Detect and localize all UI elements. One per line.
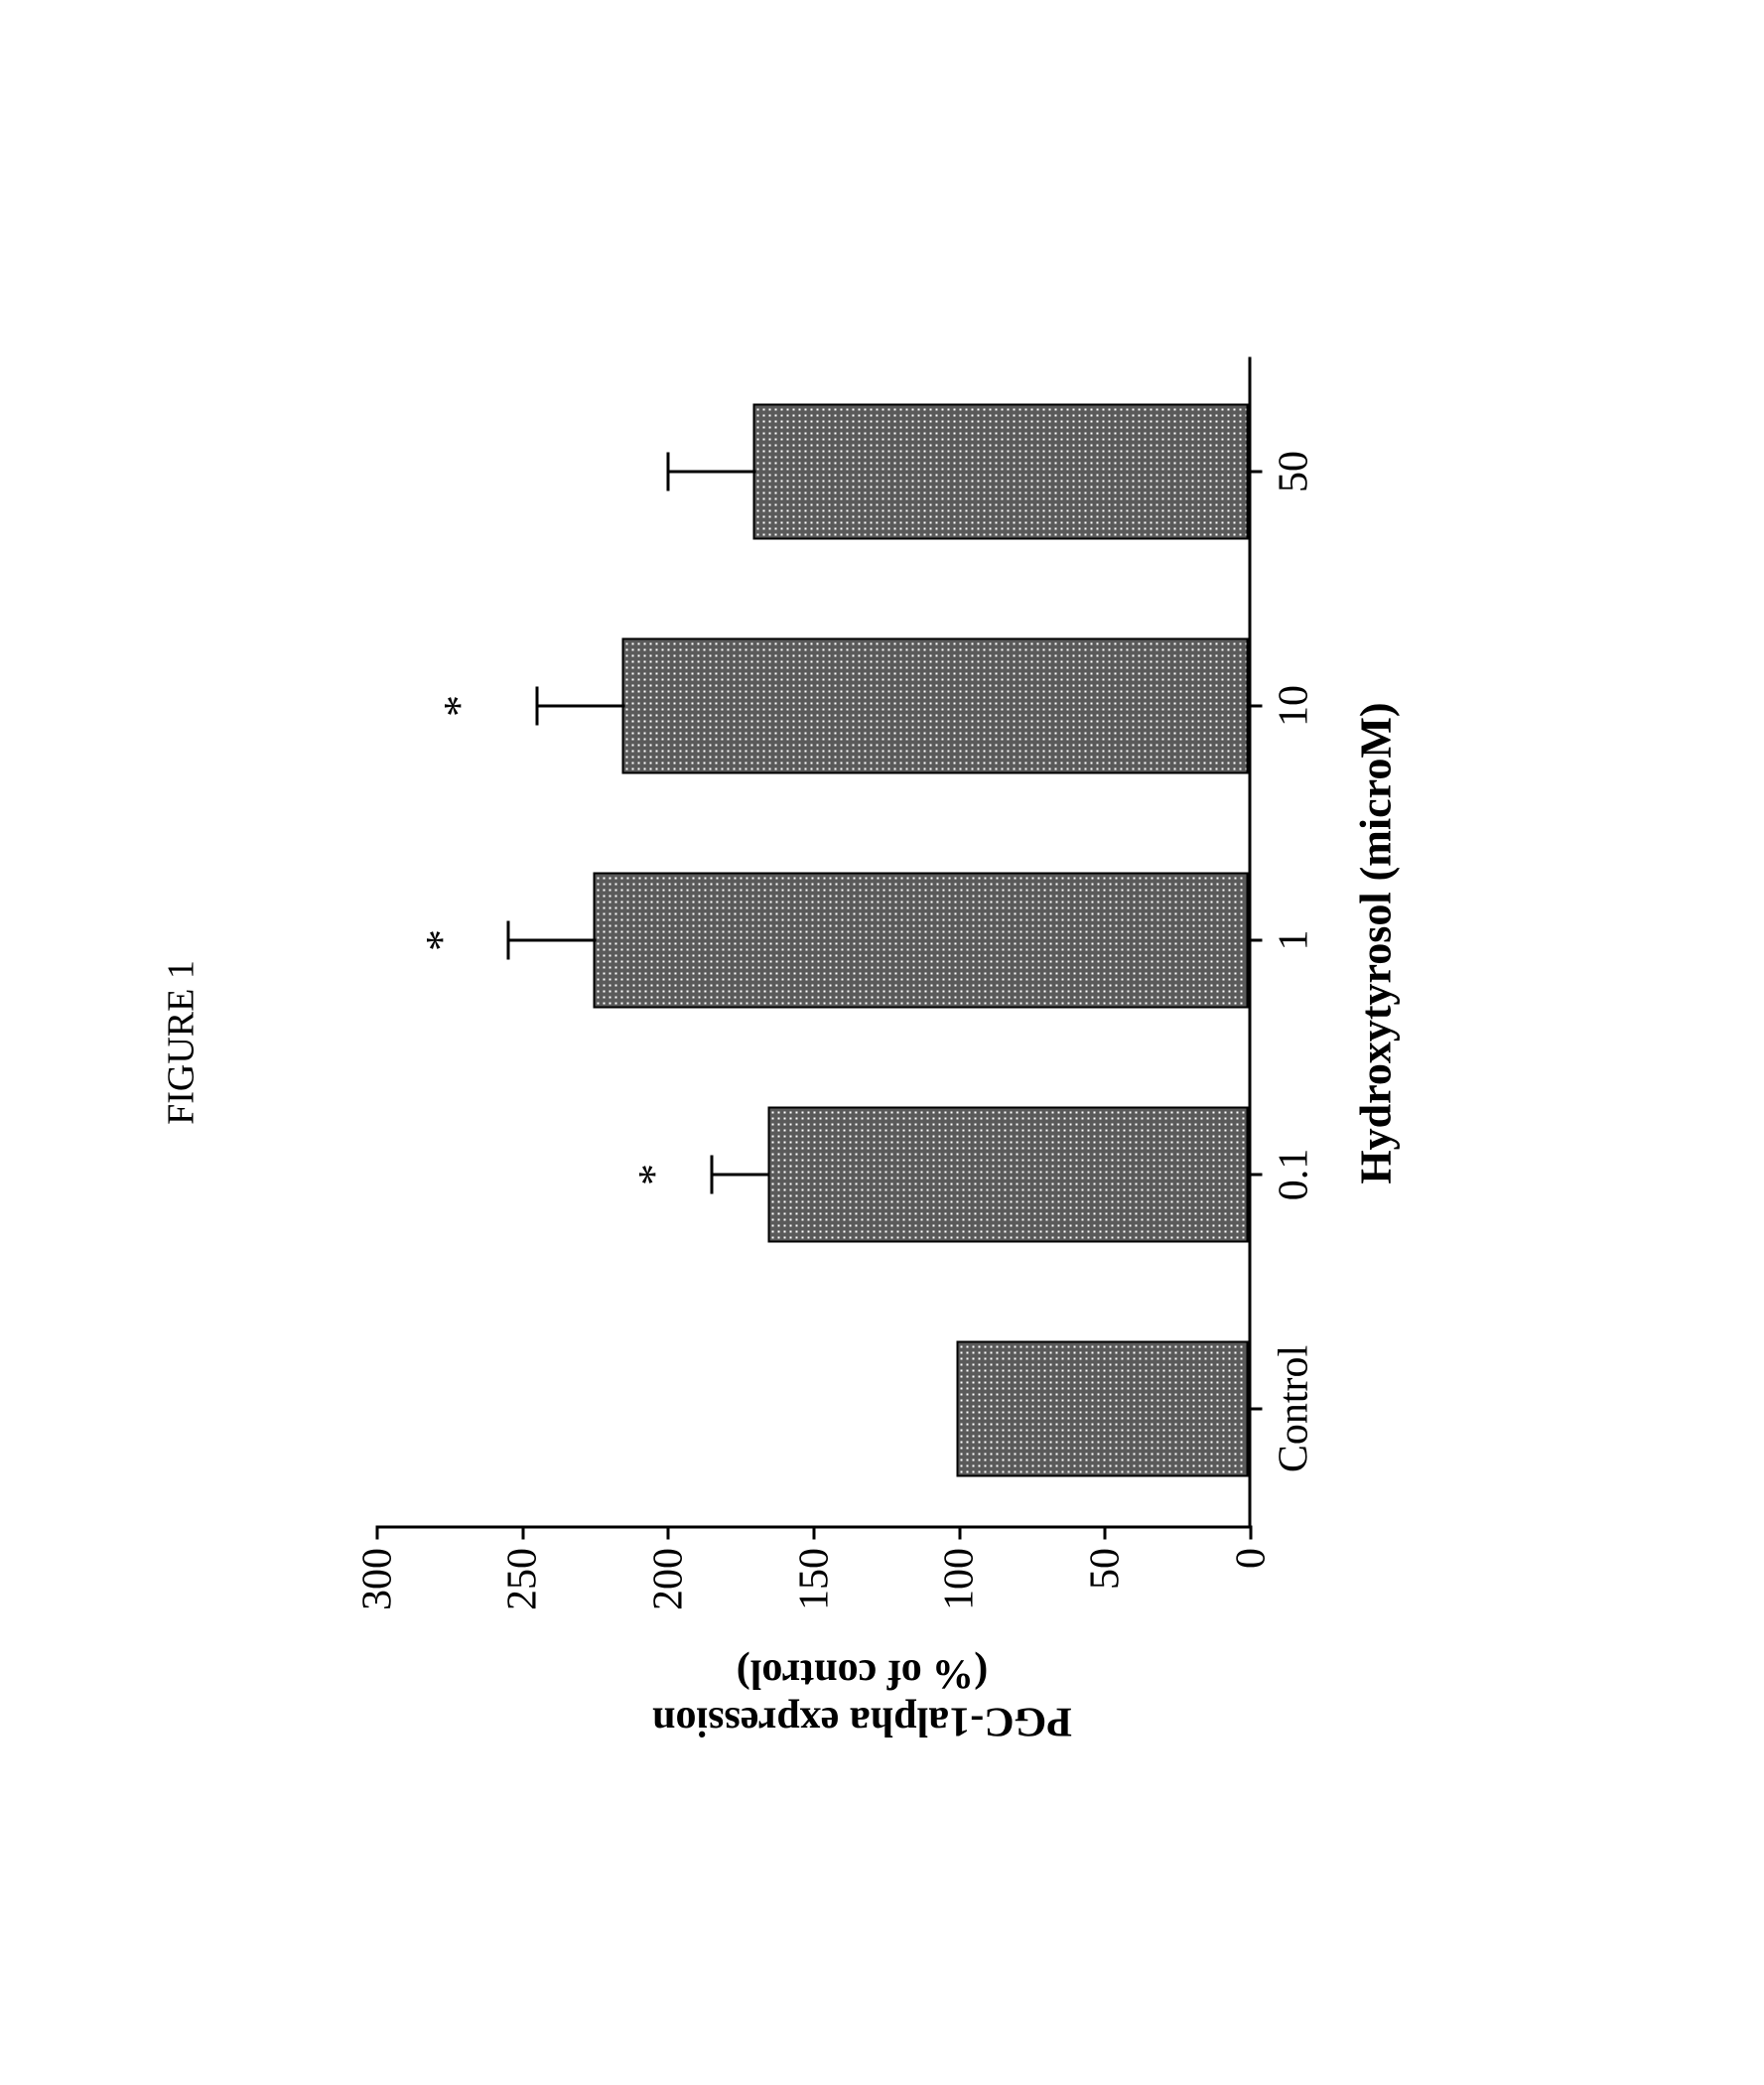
y-axis-label-line2: (% of control): [564, 1650, 1159, 1698]
x-tick-label: Control: [1270, 1345, 1317, 1472]
y-tick-label: 250: [499, 1548, 547, 1610]
y-tick-label: 100: [936, 1548, 984, 1610]
bar: [621, 638, 1248, 774]
y-tick: [1104, 1526, 1107, 1540]
figure-title: FIGURE 1: [159, 960, 203, 1125]
error-cap: [711, 1156, 714, 1193]
error-bar: [508, 939, 596, 942]
bar-fill: [754, 406, 1246, 538]
x-tick: [1248, 939, 1262, 942]
error-bar: [668, 471, 755, 474]
y-tick-label: 300: [353, 1548, 401, 1610]
bar: [752, 404, 1248, 540]
y-tick: [958, 1526, 961, 1540]
plot-area: 050100150200250300Control0.1*1*10*50: [377, 357, 1251, 1529]
x-tick: [1248, 1408, 1262, 1411]
x-tick: [1248, 1174, 1262, 1177]
y-axis-label-line1: PGC-1alpha expression: [564, 1698, 1159, 1745]
error-cap: [667, 453, 670, 490]
x-tick: [1248, 471, 1262, 474]
error-bar: [712, 1174, 770, 1177]
x-tick-label: 50: [1270, 451, 1317, 492]
y-tick-label: 200: [644, 1548, 692, 1610]
error-bar: [537, 705, 624, 708]
y-tick: [376, 1526, 379, 1540]
bar-fill: [595, 875, 1246, 1007]
error-cap: [507, 921, 510, 959]
bar: [767, 1107, 1248, 1243]
x-tick: [1248, 705, 1262, 708]
significance-marker: *: [434, 695, 484, 717]
x-tick-label: 1: [1270, 930, 1317, 951]
y-tick: [1250, 1526, 1253, 1540]
bar-fill: [959, 1343, 1246, 1475]
significance-marker: *: [628, 1164, 679, 1185]
bar-fill: [623, 640, 1246, 772]
bar-fill: [769, 1109, 1246, 1241]
y-tick: [521, 1526, 524, 1540]
y-tick: [813, 1526, 816, 1540]
bar: [593, 873, 1248, 1009]
x-axis-label: Hydroxytyrosol (microM): [1350, 357, 1401, 1529]
error-cap: [536, 687, 539, 725]
bar: [957, 1341, 1248, 1477]
y-tick-label: 0: [1227, 1548, 1275, 1569]
x-tick-label: 0.1: [1270, 1149, 1317, 1201]
bar-chart: PGC-1alpha expression (% of control) 050…: [377, 238, 1469, 1728]
y-tick-label: 150: [790, 1548, 838, 1610]
x-tick-label: 10: [1270, 685, 1317, 727]
y-tick: [667, 1526, 670, 1540]
y-tick-label: 50: [1081, 1548, 1129, 1590]
y-axis-label: PGC-1alpha expression (% of control): [564, 1650, 1159, 1745]
significance-marker: *: [416, 929, 467, 951]
